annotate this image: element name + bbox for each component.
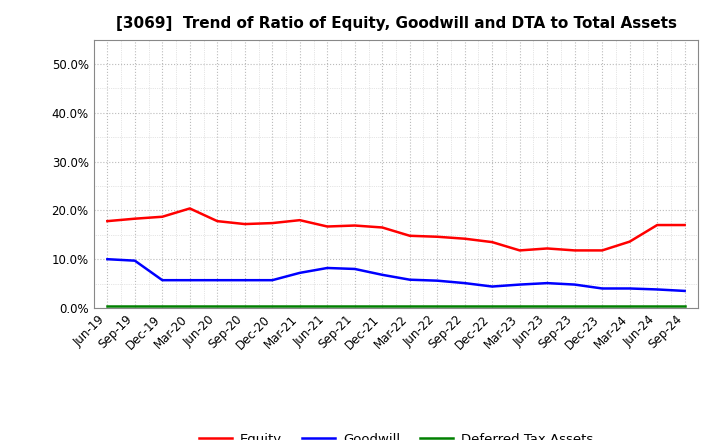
Goodwill [488,284,497,289]
Goodwill [653,287,662,292]
Goodwill [516,282,524,287]
Line: Equity: Equity [107,209,685,250]
Equity [240,221,249,227]
Equity [405,233,414,238]
Deferred Tax Assets [130,303,139,308]
Goodwill [103,257,112,262]
Legend: Equity, Goodwill, Deferred Tax Assets: Equity, Goodwill, Deferred Tax Assets [194,427,598,440]
Deferred Tax Assets [680,303,689,308]
Goodwill [295,270,304,275]
Goodwill [351,266,359,271]
Deferred Tax Assets [598,303,606,308]
Goodwill [323,265,332,271]
Equity [213,219,222,224]
Deferred Tax Assets [323,303,332,308]
Equity [680,222,689,227]
Deferred Tax Assets [653,303,662,308]
Goodwill [433,278,441,283]
Equity [130,216,139,221]
Deferred Tax Assets [516,303,524,308]
Deferred Tax Assets [213,303,222,308]
Equity [460,236,469,242]
Deferred Tax Assets [405,303,414,308]
Goodwill [626,286,634,291]
Goodwill [680,288,689,293]
Equity [598,248,606,253]
Goodwill [268,278,276,283]
Equity [158,214,166,220]
Goodwill [570,282,579,287]
Deferred Tax Assets [488,303,497,308]
Equity [543,246,552,251]
Title: [3069]  Trend of Ratio of Equity, Goodwill and DTA to Total Assets: [3069] Trend of Ratio of Equity, Goodwil… [115,16,677,32]
Equity [268,220,276,226]
Goodwill [460,280,469,286]
Equity [103,219,112,224]
Equity [516,248,524,253]
Goodwill [378,272,387,278]
Deferred Tax Assets [186,303,194,308]
Goodwill [130,258,139,263]
Goodwill [213,278,222,283]
Goodwill [240,278,249,283]
Equity [488,239,497,245]
Deferred Tax Assets [460,303,469,308]
Deferred Tax Assets [158,303,166,308]
Equity [570,248,579,253]
Goodwill [598,286,606,291]
Equity [295,217,304,223]
Deferred Tax Assets [295,303,304,308]
Deferred Tax Assets [351,303,359,308]
Deferred Tax Assets [240,303,249,308]
Goodwill [158,278,166,283]
Deferred Tax Assets [433,303,441,308]
Deferred Tax Assets [570,303,579,308]
Deferred Tax Assets [268,303,276,308]
Line: Goodwill: Goodwill [107,259,685,291]
Equity [378,225,387,230]
Equity [433,234,441,239]
Deferred Tax Assets [543,303,552,308]
Goodwill [405,277,414,282]
Deferred Tax Assets [103,303,112,308]
Equity [186,206,194,211]
Deferred Tax Assets [626,303,634,308]
Equity [351,223,359,228]
Equity [626,239,634,244]
Equity [653,222,662,227]
Goodwill [543,280,552,286]
Deferred Tax Assets [378,303,387,308]
Goodwill [186,278,194,283]
Equity [323,224,332,229]
